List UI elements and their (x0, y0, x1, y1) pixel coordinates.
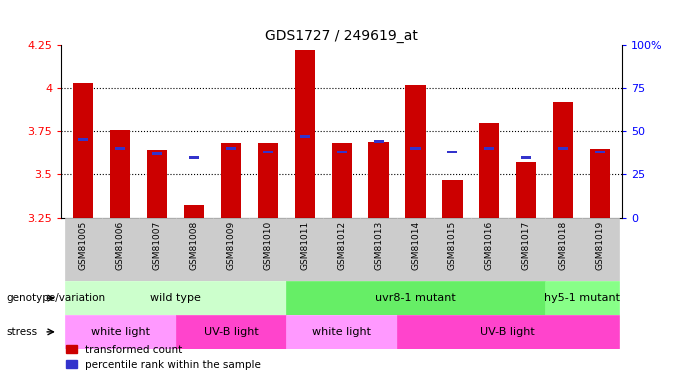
Bar (221, 143, 241, 218)
Bar (65, 315, 175, 349)
Text: wild type: wild type (150, 293, 201, 303)
Bar (258, 143, 278, 218)
Text: UV-B light: UV-B light (203, 327, 258, 337)
Title: GDS1727 / 249619_at: GDS1727 / 249619_at (265, 28, 418, 43)
Bar (447, 151, 458, 153)
Bar (175, 315, 286, 349)
Bar (332, 143, 352, 218)
Bar (411, 147, 421, 150)
Legend: transformed count, percentile rank within the sample: transformed count, percentile rank withi… (67, 345, 261, 370)
Bar (102, 217, 139, 281)
Bar (286, 315, 397, 349)
Bar (226, 147, 236, 150)
Text: GSM81018: GSM81018 (559, 220, 568, 270)
Bar (323, 217, 360, 281)
Bar (545, 281, 619, 315)
Bar (189, 156, 199, 159)
Bar (373, 140, 384, 143)
Bar (110, 129, 131, 218)
Text: hy5-1 mutant: hy5-1 mutant (543, 293, 619, 303)
Text: white light: white light (312, 327, 371, 337)
Bar (521, 156, 531, 159)
Bar (337, 151, 347, 153)
Bar (65, 281, 286, 315)
Bar (286, 281, 545, 315)
Bar (545, 217, 581, 281)
Text: UV-B light: UV-B light (480, 327, 535, 337)
Bar (65, 217, 102, 281)
Bar (262, 151, 273, 153)
Bar (595, 151, 605, 153)
Text: stress: stress (7, 327, 38, 337)
Bar (78, 138, 88, 141)
Bar (294, 50, 315, 217)
Text: GSM81006: GSM81006 (116, 220, 124, 270)
Text: GSM81017: GSM81017 (522, 220, 530, 270)
Bar (553, 102, 573, 218)
Bar (558, 147, 568, 150)
Bar (479, 123, 500, 218)
Bar (73, 83, 93, 218)
Text: white light: white light (90, 327, 150, 337)
Bar (360, 217, 397, 281)
Bar (442, 180, 462, 218)
Bar (184, 206, 204, 218)
Bar (175, 217, 213, 281)
Bar (115, 147, 125, 150)
Text: GSM81010: GSM81010 (263, 220, 273, 270)
Text: genotype/variation: genotype/variation (7, 293, 106, 303)
Bar (581, 217, 619, 281)
Bar (250, 217, 286, 281)
Bar (516, 162, 537, 218)
Text: GSM81014: GSM81014 (411, 220, 420, 270)
Bar (397, 217, 434, 281)
Text: GSM81008: GSM81008 (190, 220, 199, 270)
Bar (152, 152, 163, 155)
Bar (147, 150, 167, 217)
Bar (434, 217, 471, 281)
Bar (213, 217, 250, 281)
Bar (300, 135, 310, 138)
Bar (471, 217, 508, 281)
Bar (369, 142, 389, 218)
Text: GSM81012: GSM81012 (337, 220, 346, 270)
Bar (397, 315, 619, 349)
Text: GSM81011: GSM81011 (301, 220, 309, 270)
Bar (405, 85, 426, 218)
Text: uvr8-1 mutant: uvr8-1 mutant (375, 293, 456, 303)
Bar (590, 148, 610, 217)
Bar (508, 217, 545, 281)
Text: GSM81013: GSM81013 (374, 220, 383, 270)
Text: GSM81007: GSM81007 (153, 220, 162, 270)
Bar (139, 217, 175, 281)
Text: GSM81005: GSM81005 (79, 220, 88, 270)
Text: GSM81016: GSM81016 (485, 220, 494, 270)
Bar (286, 217, 323, 281)
Text: GSM81019: GSM81019 (596, 220, 605, 270)
Text: GSM81009: GSM81009 (226, 220, 235, 270)
Text: GSM81015: GSM81015 (448, 220, 457, 270)
Bar (484, 147, 494, 150)
